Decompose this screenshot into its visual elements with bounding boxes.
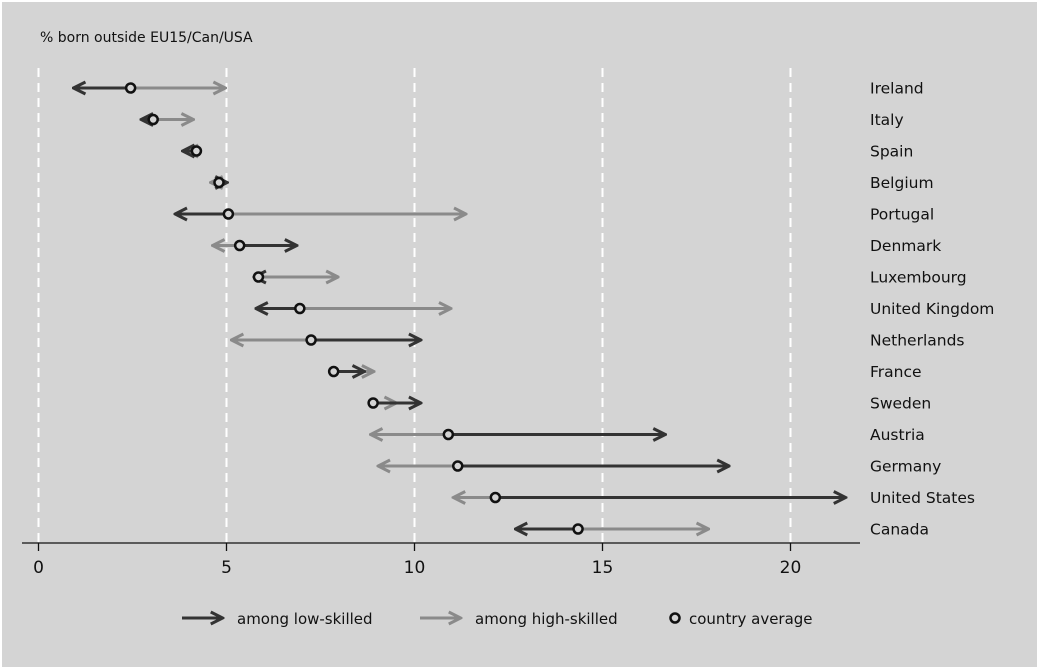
row-netherlands — [232, 336, 420, 345]
country-label: Italy — [870, 111, 904, 129]
country-average-marker — [451, 460, 464, 472]
country-label: United States — [870, 489, 975, 507]
country-label: Portugal — [870, 206, 934, 224]
country-labels: Ireland Italy Spain Belgium Portugal Denmark L… — [870, 80, 994, 539]
x-tick-label: 15 — [592, 558, 614, 578]
legend-country-average-label: country average — [689, 610, 813, 628]
country-average-marker — [233, 239, 246, 252]
country-average-marker — [572, 523, 584, 535]
country-average-marker — [327, 365, 340, 378]
country-average-marker — [252, 271, 265, 283]
country-label: Spain — [870, 143, 913, 161]
x-tick-label: 20 — [780, 558, 802, 578]
country-label: Luxembourg — [870, 269, 967, 287]
country-label: France — [870, 363, 922, 381]
country-label: Germany — [870, 458, 941, 476]
legend-low-skilled-label: among low-skilled — [237, 610, 373, 628]
country-average-marker — [147, 113, 159, 126]
row-italy — [142, 115, 193, 124]
row-spain — [183, 145, 203, 157]
country-average-marker — [442, 428, 455, 441]
grid-lines — [37, 68, 792, 543]
row-france — [327, 365, 373, 378]
row-ireland — [74, 84, 224, 93]
country-average-marker — [222, 208, 235, 220]
row-austria — [371, 430, 664, 439]
row-germany — [379, 462, 729, 471]
x-axis: 0 5 10 15 20 — [22, 542, 860, 578]
x-tick-label: 5 — [221, 558, 232, 578]
row-denmark — [213, 241, 296, 250]
country-label: Denmark — [870, 237, 941, 255]
country-label: Netherlands — [870, 332, 964, 350]
legend-country-average-marker — [669, 612, 681, 624]
row-belgium — [211, 178, 226, 187]
country-label: Belgium — [870, 174, 934, 192]
data-rows — [74, 84, 845, 534]
country-average-marker — [124, 82, 137, 94]
country-average-marker — [213, 176, 225, 189]
country-average-marker — [489, 491, 502, 504]
row-portugal — [176, 210, 466, 219]
legend-high-skilled-label: among high-skilled — [475, 610, 618, 628]
chart-title: % born outside EU15/Can/USA — [40, 30, 253, 46]
x-tick-label: 10 — [404, 558, 426, 578]
row-united-kingdom — [257, 304, 451, 313]
row-canada — [516, 525, 708, 534]
row-luxembourg — [254, 273, 337, 282]
x-tick-label: 0 — [33, 558, 44, 578]
country-label: Sweden — [870, 395, 931, 413]
country-average-marker — [367, 397, 379, 409]
country-average-marker — [294, 302, 306, 315]
country-label: United Kingdom — [870, 300, 994, 318]
row-united-states — [454, 493, 845, 502]
country-label: Austria — [870, 426, 925, 444]
country-label: Canada — [870, 521, 929, 539]
country-average-marker — [305, 334, 317, 346]
country-average-marker — [190, 145, 203, 157]
country-label: Ireland — [870, 80, 924, 98]
row-sweden — [367, 397, 421, 409]
legend: among low-skilled among high-skilled cou… — [182, 610, 813, 628]
